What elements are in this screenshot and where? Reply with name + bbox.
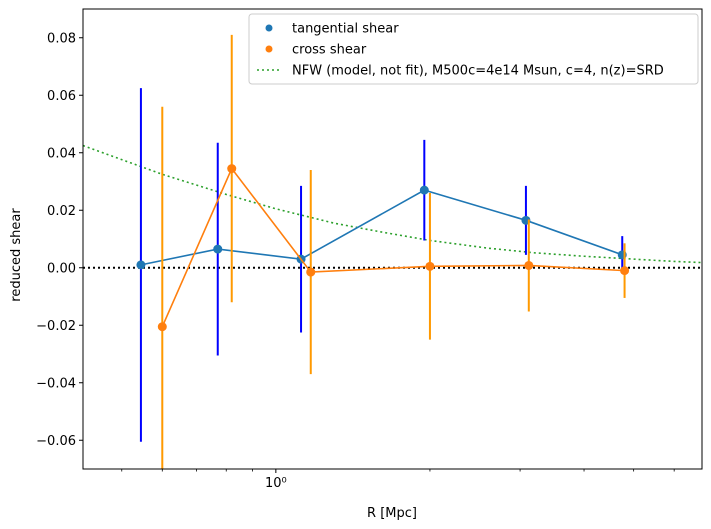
data-point-1-0 [157,322,167,332]
y-tick-label-4: 0.02 [47,204,76,219]
y-tick-label-2: −0.02 [36,319,76,334]
legend-label-2: NFW (model, not fit), M500c=4e14 Msun, c… [292,64,664,79]
legend-box [248,13,699,85]
data-point-1-1 [227,164,237,174]
data-point-0-1 [213,244,223,254]
axes: −0.06 −0.04 −0.02 0.00 0.02 0.04 0.06 0.08 10⁰ [36,8,703,491]
y-tick-label-3: 0.00 [47,261,76,276]
series-line-1 [161,166,625,328]
x-axis-label: R [Mpc] [367,506,417,521]
data-point-1-5 [620,266,630,276]
data-point-1-4 [524,260,534,270]
data-point-0-0 [136,260,146,270]
y-tick-label-7: 0.08 [47,31,76,46]
legend-marker-0 [265,24,273,32]
y-tick-label-1: −0.04 [36,376,76,391]
data-point-0-3 [419,185,429,195]
legend-label-0: tangential shear [292,22,399,37]
x-tick-label-0: 10⁰ [265,476,287,491]
data-point-1-2 [306,267,316,277]
plot-area [83,34,702,469]
legend: tangential shear cross shear NFW (model, n… [248,13,699,85]
y-axis-label: reduced shear [9,208,24,302]
data-point-1-3 [425,261,435,271]
series-line-0 [140,189,623,266]
y-tick-label-5: 0.04 [47,146,76,161]
series-1 [157,34,630,469]
legend-marker-1 [265,45,273,53]
y-tick-label-6: 0.06 [47,89,76,104]
axes-frame [82,8,703,470]
legend-label-1: cross shear [292,43,367,58]
y-tick-label-0: −0.06 [36,434,76,449]
series-0 [136,88,627,442]
